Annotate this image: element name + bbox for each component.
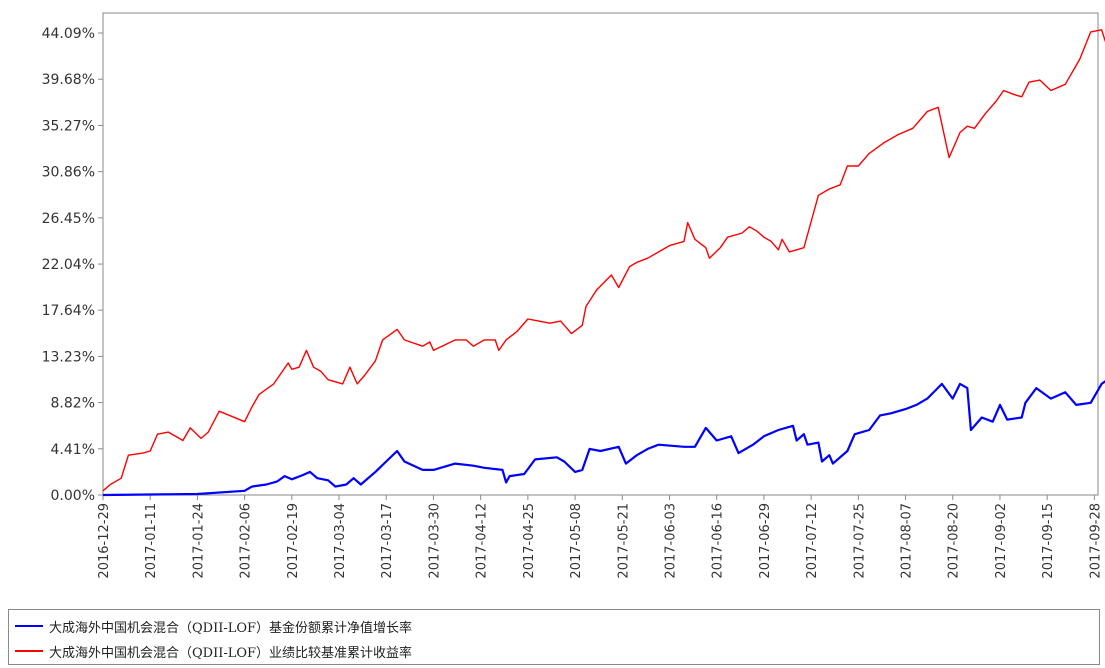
series-line-benchmark (102, 29, 1105, 492)
y-tick-label: 0.00% (51, 488, 95, 504)
y-axis-ticks: 0.00% 4.41% 8.82% 13.23% 17.64% 22.04% 26.45% 3… (42, 26, 103, 504)
x-tick-label: 2017-03-17 (380, 503, 395, 579)
legend-label-benchmark: 大成海外中国机会混合（QDII-LOF）业绩比较基准累计收益率 (49, 645, 413, 661)
y-tick-label: 22.04% (42, 257, 95, 273)
y-tick-label: 4.41% (51, 442, 95, 458)
y-tick-label: 13.23% (42, 349, 95, 365)
x-tick-label: 2016-12-29 (97, 503, 112, 579)
x-tick-label: 2017-07-25 (852, 503, 867, 579)
x-axis-ticks: 2016-12-29 2017-01-11 2017-01-24 2017-02-06… (97, 495, 1103, 579)
x-tick-label: 2017-06-03 (663, 503, 678, 579)
x-tick-label: 2017-03-30 (427, 503, 442, 579)
series-lines (102, 29, 1105, 497)
x-tick-label: 2017-06-16 (711, 503, 726, 579)
legend-swatch-red (15, 650, 43, 652)
x-tick-label: 2017-02-06 (239, 503, 254, 579)
plot-area (102, 12, 1099, 496)
x-tick-label: 2017-08-07 (900, 503, 915, 579)
x-tick-label: 2017-08-20 (947, 503, 962, 579)
x-tick-label: 2017-09-15 (1041, 503, 1056, 579)
y-tick-label: 39.68% (42, 72, 95, 88)
legend-item-nav-growth: 大成海外中国机会混合（QDII-LOF）基金份额累计净值增长率 (15, 615, 412, 637)
legend: 大成海外中国机会混合（QDII-LOF）基金份额累计净值增长率 大成海外中国机会… (8, 609, 1100, 665)
chart: 0.00% 4.41% 8.82% 13.23% 17.64% 22.04% 26.45% 3… (42, 12, 1105, 579)
x-tick-label: 2017-09-02 (994, 503, 1009, 579)
x-tick-label: 2017-05-21 (616, 503, 631, 579)
y-tick-label: 8.82% (51, 396, 95, 412)
series-line-nav-growth (102, 380, 1105, 497)
x-tick-label: 2017-01-11 (144, 503, 159, 579)
legend-swatch-blue (15, 625, 43, 627)
y-tick-label: 17.64% (42, 303, 95, 319)
legend-item-benchmark: 大成海外中国机会混合（QDII-LOF）业绩比较基准累计收益率 (15, 640, 412, 662)
x-tick-label: 2017-09-28 (1088, 503, 1103, 579)
y-tick-label: 35.27% (42, 118, 95, 134)
y-tick-label: 26.45% (42, 211, 95, 227)
x-tick-label: 2017-03-04 (333, 503, 348, 579)
x-tick-label: 2017-06-29 (758, 503, 773, 579)
x-tick-label: 2017-07-12 (805, 503, 820, 579)
x-tick-label: 2017-01-24 (191, 503, 206, 579)
x-tick-label: 2017-04-25 (522, 503, 537, 579)
x-tick-label: 2017-05-08 (569, 503, 584, 579)
x-tick-label: 2017-02-19 (286, 503, 301, 579)
y-tick-label: 30.86% (42, 165, 95, 181)
y-tick-label: 44.09% (42, 26, 95, 42)
x-tick-label: 2017-04-12 (475, 503, 490, 579)
legend-label-nav-growth: 大成海外中国机会混合（QDII-LOF）基金份额累计净值增长率 (49, 620, 413, 636)
